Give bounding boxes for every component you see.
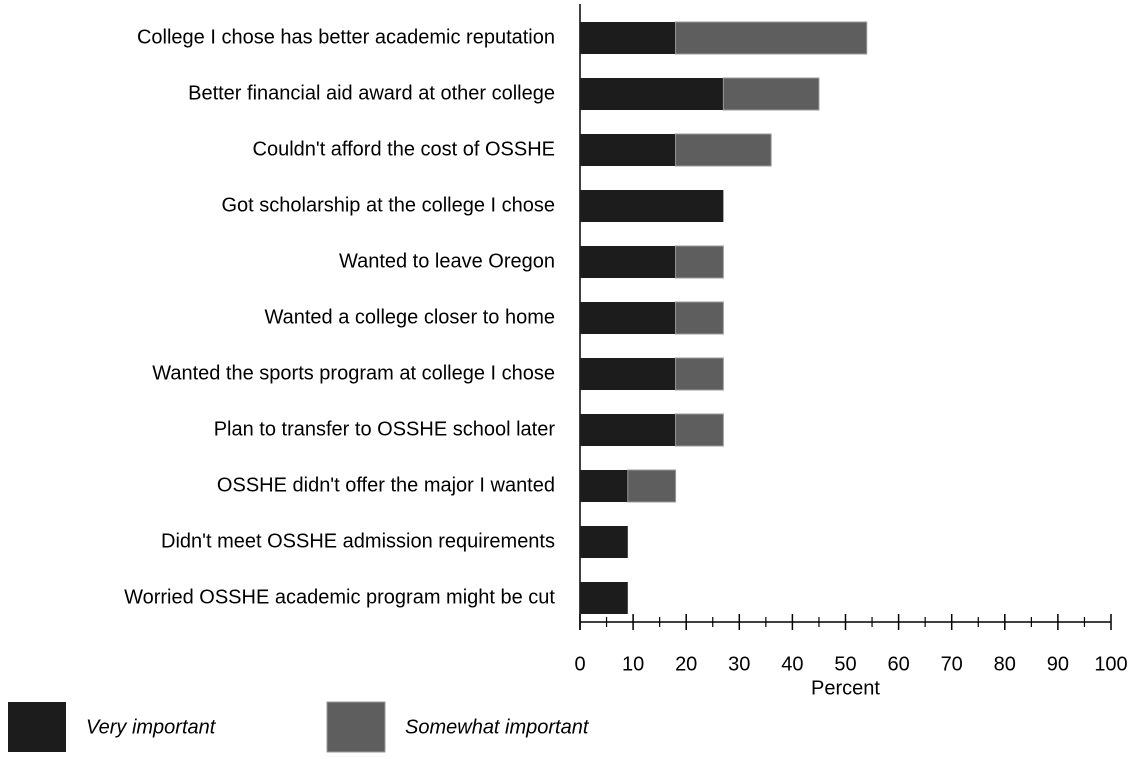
x-tick-label: 100 xyxy=(1094,653,1127,675)
x-tick-label: 30 xyxy=(728,653,750,675)
legend-swatch xyxy=(8,702,66,752)
bar-segment xyxy=(580,414,676,446)
category-label: Worried OSSHE academic program might be … xyxy=(124,586,555,608)
legend-label: Somewhat important xyxy=(405,716,590,738)
x-axis-label: Percent xyxy=(811,677,880,699)
category-label: Didn't meet OSSHE admission requirements xyxy=(161,530,555,552)
bar-segment xyxy=(627,469,677,503)
category-label: Couldn't afford the cost of OSSHE xyxy=(253,138,556,160)
category-label: College I chose has better academic repu… xyxy=(137,26,555,48)
category-label: Wanted a college closer to home xyxy=(264,306,555,328)
bar-segment xyxy=(580,358,676,390)
bar-segment xyxy=(675,301,724,335)
x-tick-label: 70 xyxy=(941,653,963,675)
bar-segment xyxy=(580,246,676,278)
category-label: OSSHE didn't offer the major I wanted xyxy=(217,474,555,496)
bar-segment xyxy=(580,190,724,222)
category-label: Wanted the sports program at college I c… xyxy=(152,362,555,384)
bar-segment xyxy=(580,78,724,110)
category-label: Wanted to leave Oregon xyxy=(339,250,555,272)
category-label: Better financial aid award at other coll… xyxy=(188,82,555,104)
bar-segment xyxy=(675,21,868,55)
x-tick-label: 50 xyxy=(834,653,856,675)
x-tick-label: 90 xyxy=(1047,653,1069,675)
x-tick-label: 10 xyxy=(622,653,644,675)
x-tick-label: 0 xyxy=(574,653,585,675)
bar-segment xyxy=(722,77,820,111)
category-label: Got scholarship at the college I chose xyxy=(221,194,555,216)
bar-segment xyxy=(580,582,628,614)
bar-segment xyxy=(675,245,724,279)
bar-segment xyxy=(675,357,724,391)
x-tick-label: 40 xyxy=(781,653,803,675)
bar-segment xyxy=(675,413,724,447)
legend-swatch xyxy=(326,701,386,753)
category-label: Plan to transfer to OSSHE school later xyxy=(214,418,556,440)
x-tick-label: 80 xyxy=(994,653,1016,675)
bar-segment xyxy=(675,133,772,167)
x-tick-label: 60 xyxy=(887,653,909,675)
legend-label: Very important xyxy=(86,716,217,738)
bar-segment xyxy=(580,526,628,558)
bar-segment xyxy=(580,134,676,166)
bar-segment xyxy=(580,470,628,502)
x-tick-label: 20 xyxy=(675,653,697,675)
bar-segment xyxy=(580,302,676,334)
bar-segment xyxy=(580,22,676,54)
